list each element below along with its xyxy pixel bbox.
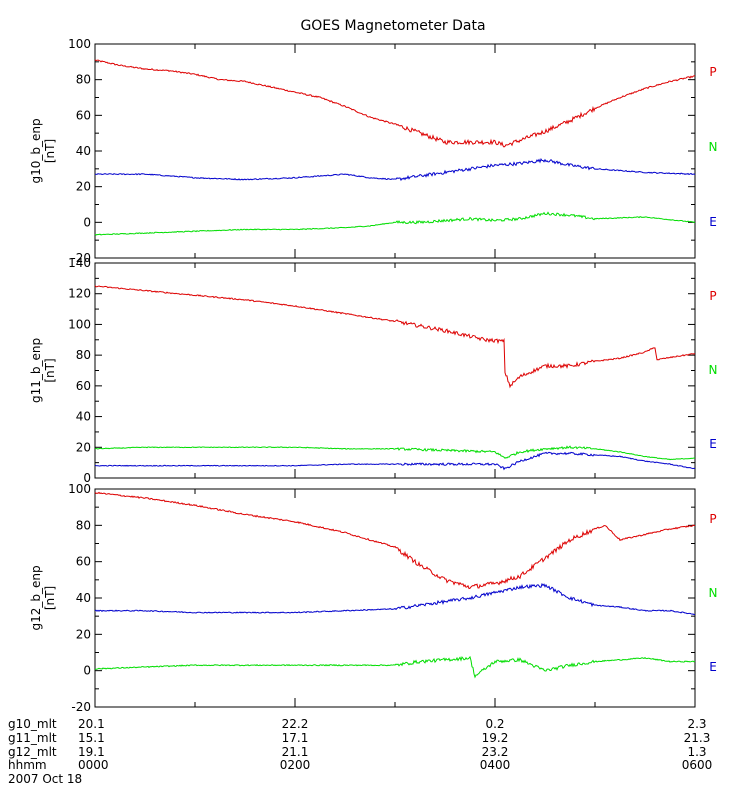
y-tick-label: 0 <box>83 664 91 678</box>
y-axis-unit: [nT] <box>43 586 57 610</box>
panel-g11: 0 20 40 60 80 100 120 140 g11_b_enp [nT] P N E <box>29 256 717 485</box>
y-tick-label: 80 <box>76 518 91 532</box>
y-tick-label: 140 <box>68 256 91 270</box>
series-line-n <box>94 582 696 616</box>
x-row-value: 19.1 <box>78 745 105 759</box>
series-line-n <box>94 158 696 182</box>
y-tick-label: 20 <box>76 440 91 454</box>
x-row-value: 22.2 <box>282 717 309 731</box>
y-axis-label: g10_b_enp <box>29 118 43 183</box>
x-row-value: 23.2 <box>482 745 509 759</box>
date-label: 2007 Oct 18 <box>8 772 82 786</box>
y-tick-label: 100 <box>68 482 91 496</box>
chart-title: GOES Magnetometer Data <box>300 18 485 34</box>
x-row-value: 17.1 <box>282 731 309 745</box>
x-row-label: g10_mlt <box>8 717 57 731</box>
x-row-value: 0400 <box>480 758 511 772</box>
y-tick-label: 120 <box>68 287 91 301</box>
panel-frame <box>94 43 696 259</box>
series-label-n: N <box>709 140 718 154</box>
x-row-value: 2.3 <box>687 717 706 731</box>
y-tick-label: 60 <box>76 555 91 569</box>
y-axis-unit: [nT] <box>43 358 57 382</box>
y-tick-label: -20 <box>71 700 91 714</box>
y-tick-label: 60 <box>76 108 91 122</box>
series-line-e <box>94 655 696 679</box>
series-label-e: E <box>709 215 717 229</box>
x-row-label: hhmm <box>8 758 47 772</box>
x-row-label: g12_mlt <box>8 745 57 759</box>
x-axis-table: g10_mlt 20.1 22.2 0.2 2.3 g11_mlt 15.1 17.1 19.2… <box>8 717 712 786</box>
x-row-value: 0000 <box>78 758 109 772</box>
y-tick-label: 40 <box>76 591 91 605</box>
x-row-value: 0600 <box>682 758 713 772</box>
panel-frame <box>94 262 696 479</box>
series-line-p <box>94 285 696 389</box>
y-tick-label: 100 <box>68 37 91 51</box>
series-line-e <box>94 451 696 471</box>
y-tick-label: 60 <box>76 379 91 393</box>
series-label-n: N <box>709 363 718 377</box>
x-row-value: 21.3 <box>684 731 711 745</box>
series-label-e: E <box>709 437 717 451</box>
y-tick-label: 0 <box>83 471 91 485</box>
x-row-value: 0200 <box>280 758 311 772</box>
y-tick-label: 80 <box>76 73 91 87</box>
panel-g12: -20 0 20 40 60 80 100 g12_b_enp [nT] P N E <box>29 482 717 714</box>
y-tick-label: 80 <box>76 348 91 362</box>
series-label-p: P <box>709 289 716 303</box>
series-line-p <box>94 59 696 148</box>
y-tick-label: 0 <box>83 215 91 229</box>
y-axis-label: g11_b_enp <box>29 338 43 403</box>
y-axis-label: g12_b_enp <box>29 565 43 630</box>
y-tick-label: 40 <box>76 410 91 424</box>
panel-frame <box>94 488 696 708</box>
x-row-value: 20.1 <box>78 717 105 731</box>
series-label-p: P <box>709 65 716 79</box>
series-label-e: E <box>709 660 717 674</box>
x-row-label: g11_mlt <box>8 731 57 745</box>
series-line-n <box>94 445 696 461</box>
y-tick-label: 40 <box>76 144 91 158</box>
series-line-e <box>94 211 696 236</box>
series-label-p: P <box>709 512 716 526</box>
y-tick-label: 20 <box>76 627 91 641</box>
y-tick-label: 100 <box>68 317 91 331</box>
x-row-value: 15.1 <box>78 731 105 745</box>
x-row-value: 1.3 <box>687 745 706 759</box>
y-axis-unit: [nT] <box>43 139 57 163</box>
x-row-value: 19.2 <box>482 731 509 745</box>
y-tick-label: 20 <box>76 180 91 194</box>
x-row-value: 21.1 <box>282 745 309 759</box>
x-row-value: 0.2 <box>485 717 504 731</box>
panel-g10: -20 0 20 40 60 80 100 g10_b_enp [nT] P N E <box>29 37 717 265</box>
series-label-n: N <box>709 586 718 600</box>
y-tick-label: -20 <box>71 251 91 265</box>
series-line-p <box>94 491 696 590</box>
